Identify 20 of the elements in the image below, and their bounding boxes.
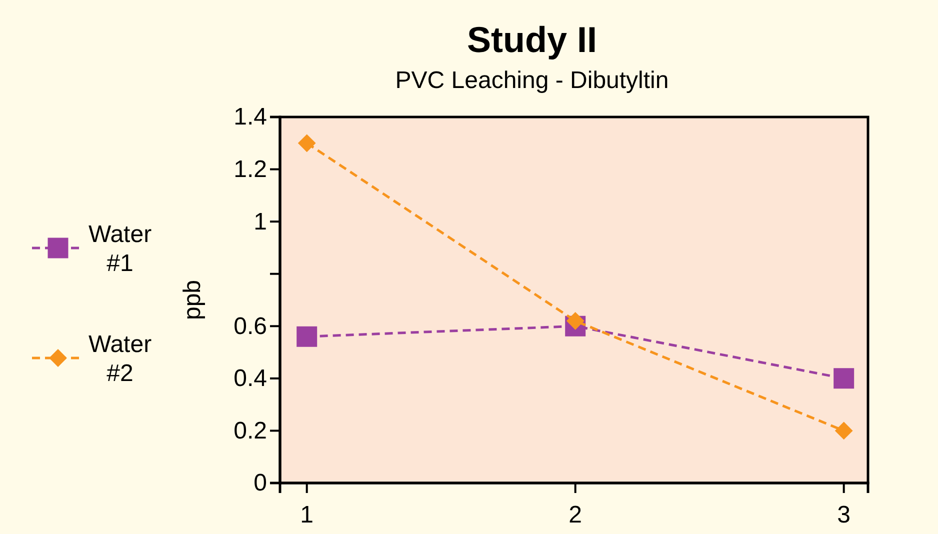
x-tick-label: 2 bbox=[568, 501, 582, 528]
y-tick-label: 0 bbox=[254, 470, 267, 497]
point bbox=[834, 422, 853, 440]
chart-title: Study II bbox=[466, 19, 598, 60]
legend-label: Water #1 bbox=[88, 221, 152, 277]
point bbox=[296, 326, 318, 347]
x-tick-label: 3 bbox=[837, 501, 851, 528]
chart-subtitle: PVC Leaching - Dibutyltin bbox=[395, 67, 669, 94]
point bbox=[298, 134, 316, 152]
point bbox=[566, 312, 584, 330]
y-tick-label: 1.2 bbox=[234, 156, 267, 183]
y-tick-label: 1.4 bbox=[234, 104, 267, 131]
y-tick-label: 0.4 bbox=[234, 365, 267, 392]
y-tick-label: 0.6 bbox=[234, 312, 267, 340]
x-tick-label: 1 bbox=[300, 501, 314, 528]
point bbox=[834, 368, 854, 389]
y-tick-label: 1 bbox=[254, 208, 267, 236]
legend-label: Water #2 bbox=[88, 331, 152, 387]
y-axis-title: ppb bbox=[179, 280, 206, 320]
y-tick-label: 0.2 bbox=[234, 417, 267, 444]
